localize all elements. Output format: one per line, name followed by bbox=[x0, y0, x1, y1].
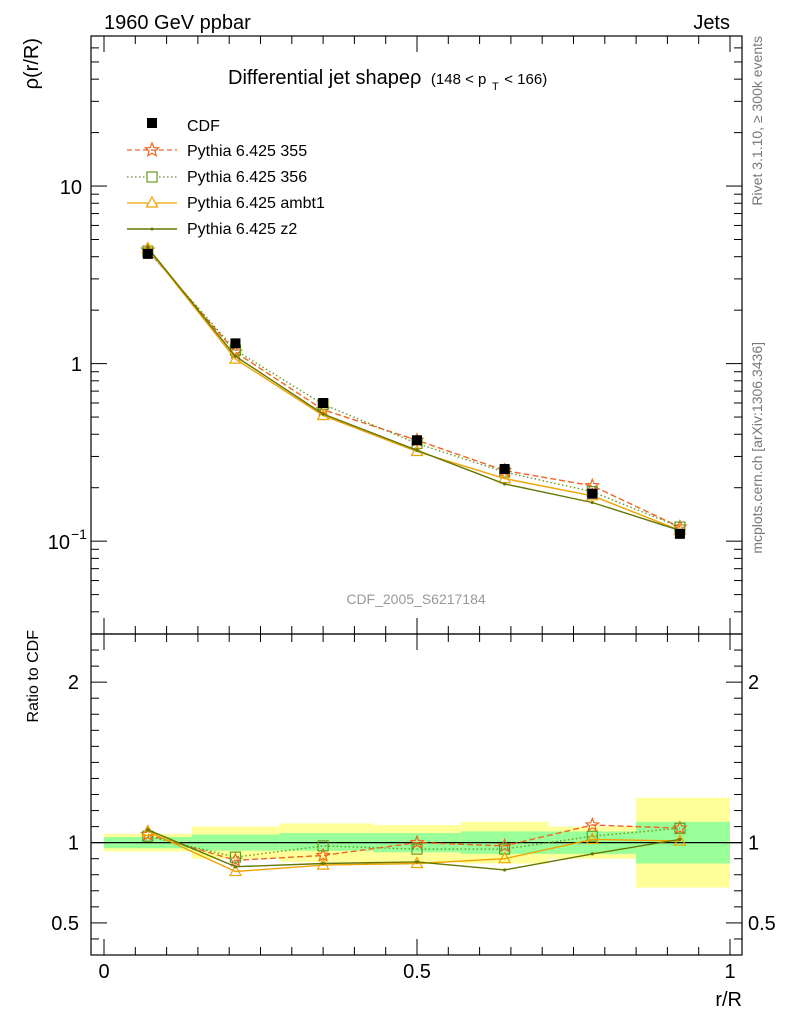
series-ratio-1 bbox=[142, 822, 686, 863]
data-point-ratio-1 bbox=[411, 843, 423, 855]
data-point-ratio-3 bbox=[678, 837, 682, 842]
legend-label-z2: Pythia 6.425 z2 bbox=[187, 221, 297, 238]
y-tick-label-0.1: 10 bbox=[48, 532, 70, 554]
series-line-ratio-0 bbox=[147, 824, 680, 862]
legend-marker-355 bbox=[143, 141, 161, 157]
data-point-ratio-1 bbox=[674, 822, 686, 834]
data-point-ratio-1 bbox=[229, 851, 242, 863]
y-tick-label-10: 10 bbox=[60, 177, 82, 199]
data-point-top-2 bbox=[410, 444, 424, 457]
ratio-panel-frame bbox=[90, 633, 743, 956]
data-point-ratio-3 bbox=[415, 860, 419, 864]
data-point-top-3 bbox=[503, 482, 507, 486]
top-axis-ticks bbox=[91, 35, 742, 635]
ratio-y-tick-label: 0.5 bbox=[51, 913, 79, 935]
legend-label-356: Pythia 6.425 356 bbox=[187, 169, 307, 186]
data-point-top-cdf bbox=[412, 435, 422, 446]
ratio-panel: 0.5 0.5 1 1 2 2 0 0.5 1 Ratio to CDF bbox=[25, 630, 776, 983]
top-title-sub-end: < 166) bbox=[504, 71, 547, 88]
ratio-y-label: Ratio to CDF bbox=[25, 630, 42, 723]
legend-marker-ambt1 bbox=[145, 195, 159, 208]
top-title: Differential jet shapeρ (148 < p T < 166… bbox=[228, 67, 547, 95]
legend-label-ambt1: Pythia 6.425 ambt1 bbox=[187, 195, 325, 212]
legend-marker-z2 bbox=[150, 227, 154, 231]
ratio-y-tick-label: 1 bbox=[68, 833, 79, 855]
ratio-series-group bbox=[139, 816, 688, 877]
data-point-ratio-0 bbox=[584, 816, 601, 832]
series-top-3 bbox=[146, 246, 682, 532]
top-title-sub: (148 < p bbox=[431, 71, 486, 88]
series-ratio-3 bbox=[146, 828, 682, 872]
data-point-top-3 bbox=[590, 500, 594, 505]
data-point-ratio-2 bbox=[228, 864, 242, 877]
series-line-top-1 bbox=[147, 250, 681, 528]
ratio-y-tick-label: 2 bbox=[68, 672, 79, 694]
data-point-top-cdf bbox=[318, 397, 329, 408]
data-point-ratio-1 bbox=[586, 830, 598, 842]
y-tick-label-0.1-exponent: −1 bbox=[71, 526, 87, 542]
data-point-top-3 bbox=[321, 412, 325, 416]
data-point-ratio-1 bbox=[317, 840, 329, 852]
series-line-top-0 bbox=[147, 249, 681, 528]
x-tick-label: 0 bbox=[98, 961, 109, 983]
ratio-y-tick-label-right: 0.5 bbox=[748, 913, 776, 935]
top-panel: Differential jet shapeρ (148 < p T < 166… bbox=[21, 35, 743, 635]
data-point-top-3 bbox=[415, 448, 419, 452]
legend-marker-cdf bbox=[147, 118, 157, 128]
top-series-group bbox=[139, 241, 688, 539]
data-point-ratio-2 bbox=[585, 832, 599, 845]
data-point-ratio-3 bbox=[503, 868, 507, 872]
side-label-rivet: Rivet 3.1.10, ≥ 300k events bbox=[749, 36, 765, 206]
data-point-top-cdf bbox=[499, 463, 510, 474]
data-point-ratio-0 bbox=[409, 834, 425, 850]
legend: CDF Pythia 6.425 355 Pythia 6.425 356 Py… bbox=[127, 118, 325, 238]
x-tick-label: 1 bbox=[724, 961, 735, 983]
data-point-top-cdf bbox=[587, 488, 598, 499]
series-line-top-2 bbox=[147, 248, 681, 532]
header-left: 1960 GeV ppbar bbox=[104, 12, 251, 34]
data-point-ratio-1 bbox=[499, 843, 511, 855]
y-tick-label-1: 1 bbox=[71, 354, 82, 376]
ratio-y-tick-label-right: 2 bbox=[748, 672, 759, 694]
series-line-ratio-1 bbox=[147, 827, 680, 858]
series-top-cdf bbox=[142, 248, 685, 539]
x-tick-label: 0.5 bbox=[403, 961, 431, 983]
data-point-ratio-3 bbox=[146, 828, 150, 832]
ratio-y-tick-label-right: 1 bbox=[748, 833, 759, 855]
ratio-axis-ticks: 0.5 0.5 1 1 2 2 0 0.5 1 bbox=[51, 633, 776, 983]
ratio-band-inner bbox=[279, 833, 374, 851]
series-line-top-3 bbox=[147, 247, 681, 532]
data-point-ratio-2 bbox=[498, 851, 512, 864]
series-top-0 bbox=[139, 242, 688, 534]
top-title-main: Differential jet shapeρ bbox=[228, 67, 421, 89]
top-y-label: ρ(r/R) bbox=[21, 38, 43, 89]
legend-label-cdf: CDF bbox=[187, 118, 220, 135]
top-title-sub-index: T bbox=[492, 81, 499, 93]
analysis-id: CDF_2005_S6217184 bbox=[346, 591, 486, 607]
data-point-top-cdf bbox=[142, 248, 153, 259]
data-point-ratio-3 bbox=[233, 865, 238, 869]
data-point-ratio-3 bbox=[590, 852, 594, 856]
legend-label-355: Pythia 6.425 355 bbox=[187, 143, 307, 160]
data-point-ratio-3 bbox=[321, 861, 325, 866]
data-point-top-cdf bbox=[674, 528, 685, 539]
header-right: Jets bbox=[693, 12, 730, 34]
side-label-source: mcplots.cern.ch [arXiv:1306.3436] bbox=[749, 342, 765, 554]
y-tick-label-0.1-base: 10 bbox=[48, 532, 70, 554]
legend-marker-356 bbox=[146, 171, 158, 183]
data-point-top-3 bbox=[146, 246, 150, 250]
data-point-top-3 bbox=[233, 354, 238, 358]
data-point-top-0 bbox=[584, 477, 601, 493]
data-point-top-cdf bbox=[230, 338, 241, 349]
series-top-1 bbox=[142, 245, 686, 533]
x-axis-label: r/R bbox=[715, 989, 742, 1011]
